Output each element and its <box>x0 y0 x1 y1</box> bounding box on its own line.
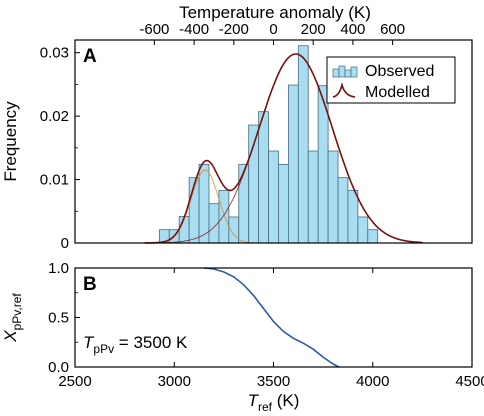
panel-a-y-axis-label: Frequency <box>1 101 20 182</box>
panel-a-y-ticks: 0 0.01 0.02 0.03 <box>40 45 80 252</box>
top-tick-label-6: 600 <box>380 21 405 38</box>
x-tick-label-0: 2500 <box>58 373 91 390</box>
histogram-bar-14 <box>287 84 299 244</box>
x-tick-label-4: 4500 <box>455 373 484 390</box>
annotation-value: = 3500 K <box>114 333 188 352</box>
top-tick-label-3: 0 <box>269 21 277 38</box>
legend-swatch-bar-0 <box>332 68 340 78</box>
histogram-bar-19 <box>337 177 349 244</box>
top-tick-label-5: 400 <box>340 21 365 38</box>
legend-modelled-swatch <box>332 81 356 98</box>
histogram-bar-7 <box>218 189 230 244</box>
top-tick-label-2: -200 <box>219 21 249 38</box>
top-tick-label-0: -600 <box>139 21 169 38</box>
transition-temperature-annotation: TpPv = 3500 K <box>83 333 188 356</box>
panel-b-y-axis-label: XpPv,ref <box>1 293 24 343</box>
top-axis-ticks: -600 -400 -200 0 200 400 600 <box>74 21 473 243</box>
panel-a-frame <box>74 39 473 244</box>
y-tick-label-a-2: 0.02 <box>40 108 69 125</box>
histogram-bar-22 <box>367 229 379 244</box>
legend-swatch-bar-3 <box>350 66 358 78</box>
panel-b-label: B <box>83 274 97 295</box>
top-tick-label-4: 200 <box>301 21 326 38</box>
y-tick-label-a-0: 0 <box>61 235 69 252</box>
panel-b-x-ticks: 2500 3000 3500 4000 4500 <box>58 268 484 390</box>
histogram-bar-18 <box>327 150 339 244</box>
y-tick-label-a-3: 0.03 <box>40 45 69 62</box>
histogram-bar-12 <box>268 150 279 244</box>
legend-observed-swatch <box>332 65 358 78</box>
ylabel-main: X <box>1 330 20 343</box>
legend-swatch-bar-2 <box>344 69 352 78</box>
histogram-bar-15 <box>297 45 309 244</box>
xlabel-unit: (K) <box>272 391 299 410</box>
model-total-curve <box>144 53 423 244</box>
pPv-fraction-line <box>203 267 340 368</box>
xlabel-main: T <box>248 391 260 410</box>
legend-modelled-label: Modelled <box>365 84 430 101</box>
y-tick-label-b-1: 0.5 <box>48 310 69 327</box>
xlabel-sub: ref <box>258 400 273 414</box>
panel-a-label: A <box>83 46 97 67</box>
histogram-bar-11 <box>258 111 269 244</box>
ylabel-sub: pPv,ref <box>10 293 24 331</box>
annotation-sub: pPv <box>93 342 114 356</box>
panel-a-histogram: 0 0.01 0.02 0.03 A Frequency Observed Model… <box>1 39 473 252</box>
legend-observed-label: Observed <box>365 63 434 80</box>
x-axis-label: Tref (K) <box>248 391 300 414</box>
annotation-main: T <box>83 333 95 352</box>
legend-swatch-bar-1 <box>338 65 346 78</box>
panel-b-y-ticks: 0.0 0.5 1.0 <box>48 260 80 376</box>
y-tick-label-a-1: 0.01 <box>40 172 69 189</box>
histogram-bar-9 <box>238 163 250 244</box>
histogram-bar-21 <box>357 216 369 244</box>
histogram-bar-16 <box>307 150 319 244</box>
top-axis-label: Temperature anomaly (K) <box>179 3 371 22</box>
panel-b-line: 0.0 0.5 1.0 2500 3000 3500 4000 4500 B XpPv,re… <box>1 260 484 414</box>
histogram-bar-20 <box>347 189 359 244</box>
y-tick-label-b-2: 1.0 <box>48 260 69 277</box>
histogram-bar-13 <box>278 163 289 244</box>
x-tick-label-2: 3500 <box>257 373 290 390</box>
x-tick-label-3: 4000 <box>356 373 389 390</box>
panel-b-frame <box>74 267 473 368</box>
y-tick-label-b-0: 0.0 <box>48 359 69 376</box>
legend: Observed Modelled <box>326 56 456 104</box>
histogram-bar-5 <box>198 163 210 244</box>
x-tick-label-1: 3000 <box>158 373 191 390</box>
top-tick-label-1: -400 <box>179 21 209 38</box>
